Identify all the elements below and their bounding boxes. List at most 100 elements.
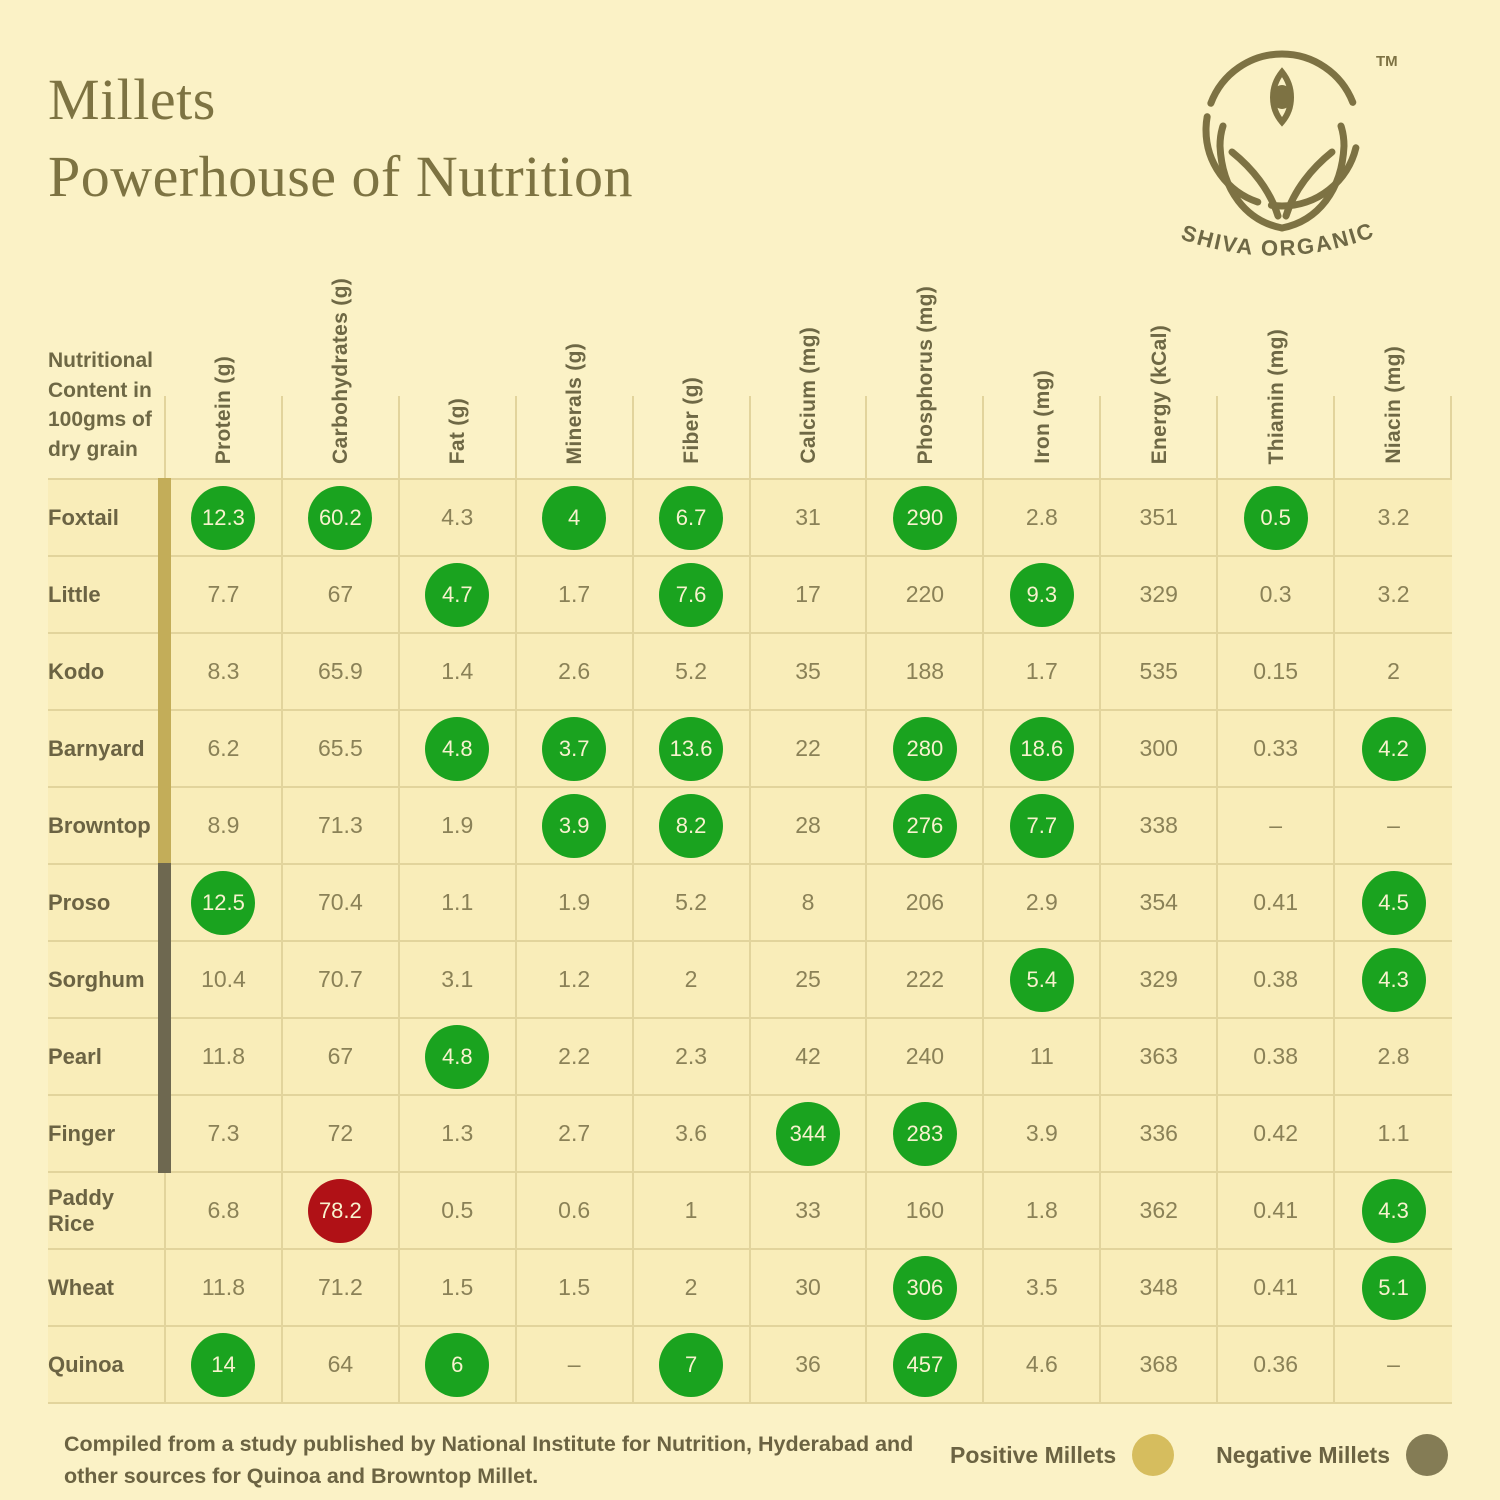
negative-millets-dot-icon bbox=[1406, 1434, 1448, 1476]
value-cell: 14 bbox=[166, 1327, 283, 1402]
positive-millet-bar bbox=[158, 709, 171, 788]
value-cell: 33 bbox=[751, 1173, 868, 1248]
value-cell: 4.6 bbox=[984, 1327, 1102, 1402]
value-cell: 160 bbox=[867, 1173, 985, 1248]
value-cell: 25 bbox=[751, 942, 868, 1017]
value-cell: 344 bbox=[751, 1096, 868, 1171]
legend: Positive Millets Negative Millets bbox=[950, 1428, 1452, 1476]
value-cell: 362 bbox=[1101, 1173, 1219, 1248]
value-cell: 3.9 bbox=[984, 1096, 1102, 1171]
value-cell: 3.2 bbox=[1377, 504, 1410, 530]
value-cell: 17 bbox=[751, 557, 868, 632]
highlight-circle-green: 13.6 bbox=[659, 716, 724, 781]
highlight-circle-green: 4.2 bbox=[1361, 716, 1426, 781]
row-label: Quinoa bbox=[48, 1327, 166, 1402]
value-cell: 4.5 bbox=[1335, 865, 1452, 940]
highlight-circle-red: 78.2 bbox=[308, 1178, 373, 1243]
value-cell: 329 bbox=[1101, 557, 1219, 632]
table-row: Pearl 11.8 67 4.8 2.2 2.3 42 240 11 363 0.38 2.8 bbox=[48, 1017, 1452, 1096]
value-cell: 4.2 bbox=[1335, 711, 1452, 786]
highlight-circle-green: 4 bbox=[542, 485, 607, 550]
highlight-circle-green: 7 bbox=[659, 1332, 724, 1397]
negative-millet-bar bbox=[158, 863, 171, 942]
value-cell: 306 bbox=[867, 1250, 985, 1325]
value-cell: 329 bbox=[1101, 942, 1219, 1017]
legend-positive-label: Positive Millets bbox=[949, 1441, 1117, 1468]
value-cell: 0.36 bbox=[1218, 1327, 1336, 1402]
highlight-circle-green: 4.5 bbox=[1361, 870, 1426, 935]
value-cell: 9.3 bbox=[984, 557, 1102, 632]
value-cell: 3.5 bbox=[984, 1250, 1102, 1325]
value-cell: 283 bbox=[867, 1096, 985, 1171]
value-cell: 1.9 bbox=[400, 788, 517, 863]
highlight-circle-green: 5.4 bbox=[1009, 947, 1074, 1012]
column-header: Iron (mg) bbox=[984, 250, 1102, 478]
value-cell: 363 bbox=[1101, 1019, 1219, 1094]
value-cell: 11.8 bbox=[166, 1250, 283, 1325]
value-cell: – bbox=[1218, 788, 1336, 863]
highlight-circle-green: 283 bbox=[892, 1101, 957, 1166]
value-cell: 3.1 bbox=[400, 942, 517, 1017]
column-header: Protein (g) bbox=[166, 250, 283, 478]
negative-millet-bar bbox=[158, 940, 171, 1019]
column-header: Niacin (mg) bbox=[1335, 250, 1452, 478]
value-cell: 0.41 bbox=[1218, 1173, 1336, 1248]
column-header: Phosphorus (mg) bbox=[867, 250, 985, 478]
value-cell: 4.3 bbox=[1335, 942, 1452, 1017]
value-cell: 300 bbox=[1101, 711, 1219, 786]
shiva-organic-logo-icon: TM SHIVA ORGANIC bbox=[1178, 50, 1398, 261]
value-cell: 4.3 bbox=[1335, 1173, 1452, 1248]
value-cell: 1.2 bbox=[517, 942, 634, 1017]
row-label: Barnyard bbox=[48, 709, 171, 788]
highlight-circle-green: 18.6 bbox=[1009, 716, 1074, 781]
value-cell: 2.3 bbox=[634, 1019, 751, 1094]
value-cell: 351 bbox=[1101, 480, 1219, 555]
value-cell: 222 bbox=[867, 942, 985, 1017]
value-cell: 4 bbox=[517, 480, 634, 555]
table-row: Barnyard 6.2 65.5 4.8 3.7 13.6 22 280 18.6 300 0.3… bbox=[48, 709, 1452, 788]
value-cell: 5.2 bbox=[634, 634, 751, 709]
value-cell: 7.6 bbox=[634, 557, 751, 632]
value-cell: 78.2 bbox=[283, 1173, 400, 1248]
value-cell: 240 bbox=[867, 1019, 985, 1094]
value-cell: 22 bbox=[751, 711, 868, 786]
page-title-line2: Powerhouse of Nutrition bbox=[48, 143, 633, 209]
value-cell: 36 bbox=[751, 1327, 868, 1402]
row-label: Little bbox=[48, 555, 171, 634]
highlight-circle-green: 3.9 bbox=[542, 793, 607, 858]
value-cell: 1.7 bbox=[984, 634, 1102, 709]
negative-millet-bar bbox=[158, 1017, 171, 1096]
highlight-circle-green: 9.3 bbox=[1009, 562, 1074, 627]
value-cell: 35 bbox=[751, 634, 868, 709]
row-label: Finger bbox=[48, 1094, 171, 1173]
value-cell: 3.6 bbox=[634, 1096, 751, 1171]
legend-negative-label: Negative Millets bbox=[1216, 1441, 1390, 1468]
value-cell: 1.1 bbox=[400, 865, 517, 940]
value-cell: 2.7 bbox=[517, 1096, 634, 1171]
value-cell: 0.5 bbox=[400, 1173, 517, 1248]
value-cell: 368 bbox=[1101, 1327, 1219, 1402]
value-cell: 18.6 bbox=[984, 711, 1102, 786]
value-cell: 0.41 bbox=[1218, 1250, 1336, 1325]
value-cell: 5.2 bbox=[634, 865, 751, 940]
value-cell: – bbox=[1387, 1351, 1400, 1377]
value-cell: – bbox=[1387, 812, 1400, 838]
tm-mark: TM bbox=[1376, 53, 1398, 70]
value-cell: 4.3 bbox=[400, 480, 517, 555]
value-cell: 276 bbox=[867, 788, 985, 863]
value-cell: 1.4 bbox=[400, 634, 517, 709]
value-cell: 290 bbox=[867, 480, 985, 555]
table-header: Nutritional Content in 100gms of dry gra… bbox=[48, 250, 1452, 478]
row-label: Sorghum bbox=[48, 940, 171, 1019]
highlight-circle-green: 4.7 bbox=[425, 562, 490, 627]
value-cell: 1.5 bbox=[400, 1250, 517, 1325]
highlight-circle-green: 4.8 bbox=[425, 716, 490, 781]
value-cell: 0.42 bbox=[1218, 1096, 1336, 1171]
table-row: Proso 12.5 70.4 1.1 1.9 5.2 8 206 2.9 354 0.41 4.5 bbox=[48, 863, 1452, 942]
highlight-circle-green: 306 bbox=[892, 1255, 957, 1320]
value-cell: 3.7 bbox=[517, 711, 634, 786]
value-cell: 67 bbox=[283, 557, 400, 632]
row-label: Wheat bbox=[48, 1250, 166, 1325]
value-cell: 71.2 bbox=[283, 1250, 400, 1325]
